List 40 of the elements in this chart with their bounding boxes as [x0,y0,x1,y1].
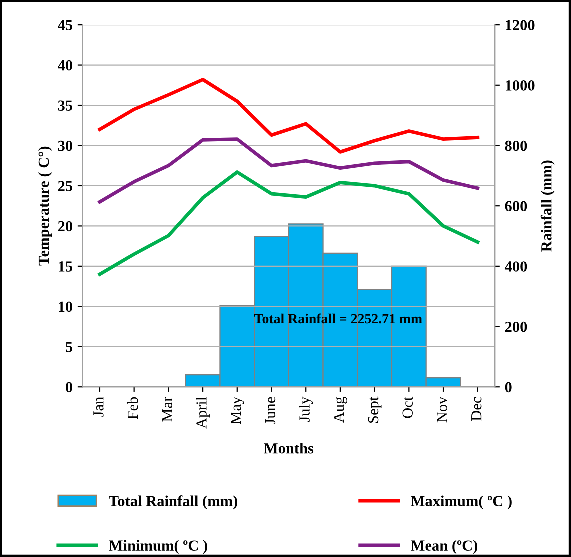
line-series [98,138,480,204]
x-tick-label: Oct [402,396,413,418]
x-tick-label: Dec [472,397,482,421]
y2-tick-label: 800 [505,140,528,152]
y-tick-label: 25 [58,181,73,192]
x-tick-label: Jan [94,397,104,417]
legend-label: Minimum( ºC ) [109,540,208,554]
y-tick-label: 0 [66,382,72,393]
y-tick-label: 15 [59,262,73,272]
x-tick-label: Nov [437,396,448,423]
x-tick-label: May [231,396,244,424]
x-tick-label: June [265,397,276,425]
y2-tick-label: 1200 [506,20,535,31]
y2-tick-label: 1000 [506,80,535,91]
y-tick-label: 5 [66,342,73,352]
line-series [98,170,480,276]
x-tick-label: Feb [127,397,138,420]
y-axis-title: Temperature ( C°) [38,146,52,266]
annotation: Total Rainfall = 2252.71 mm [254,314,422,324]
y-tick-label: 35 [58,100,73,111]
y2-tick-label: 600 [505,201,528,212]
x-tick-label: April [196,397,210,429]
y2-axis-title: Rainfall (mm) [540,160,555,252]
legend-label: Total Rainfall (mm) [109,496,238,510]
line-series [98,78,480,154]
y-tick-label: 10 [59,302,72,312]
y-tick-label: 20 [58,221,72,232]
legend-label: Maximum( ºC ) [411,496,512,510]
legend-label: Mean (ºC) [411,540,478,554]
y-tick-label: 40 [58,60,72,71]
y2-tick-label: 400 [504,262,528,272]
x-tick-label: Aug [334,397,348,423]
x-axis-title: Months [264,442,314,454]
y-tick-label: 30 [58,140,72,152]
x-tick-label: July [299,396,314,422]
x-tick-label: Mar [162,396,173,422]
y2-tick-label: 0 [505,382,512,393]
y2-tick-label: 200 [505,322,528,332]
y-tick-label: 45 [58,20,73,31]
x-tick-label: Sept [368,396,382,423]
